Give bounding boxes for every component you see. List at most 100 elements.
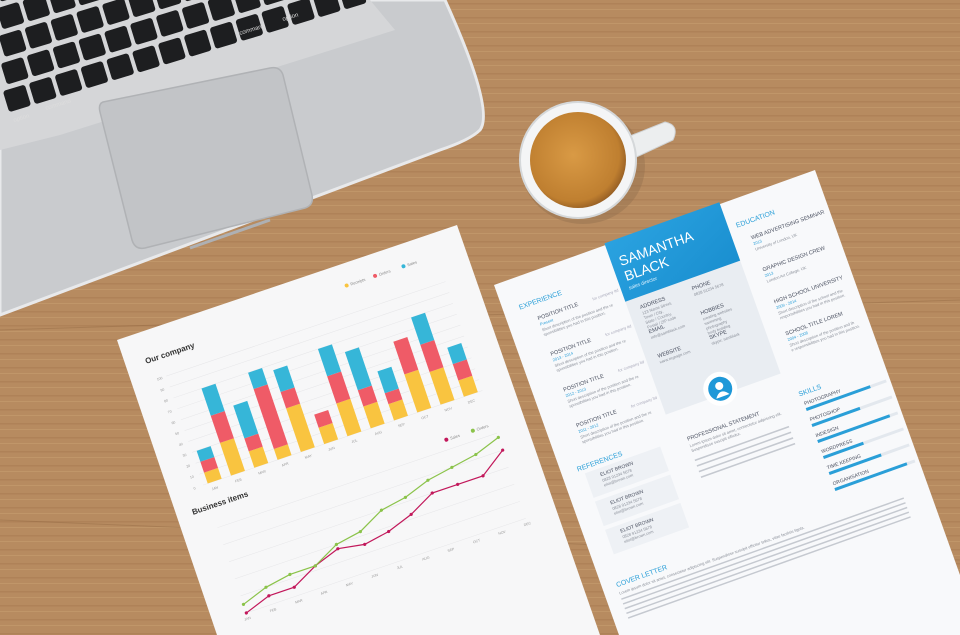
y-tick-label: 80 xyxy=(164,398,169,403)
reference-card xyxy=(584,446,669,498)
bar-orders xyxy=(200,456,218,473)
key xyxy=(102,0,130,25)
key xyxy=(3,85,31,112)
legend-label: Receipts xyxy=(350,277,366,287)
bar-orders xyxy=(384,388,403,405)
contact-value: Town / City, xyxy=(643,309,664,321)
key xyxy=(130,18,158,45)
bar-receipts xyxy=(404,369,432,413)
keyboard-keys xyxy=(0,0,367,112)
bar-receipts xyxy=(363,401,385,429)
gridline xyxy=(180,324,461,420)
point-orders xyxy=(313,564,317,568)
bar-orders xyxy=(210,410,234,443)
gridline xyxy=(188,346,468,442)
key xyxy=(182,2,210,29)
legend-marker xyxy=(373,273,378,278)
statement-text-line xyxy=(700,442,796,479)
gridline xyxy=(191,357,472,453)
bar-sales xyxy=(233,400,259,439)
x-tick-label: JUL xyxy=(351,438,358,444)
cover-text-lines xyxy=(621,425,911,619)
x-tick-label: FEB xyxy=(234,477,242,483)
x-tick-label: JAN xyxy=(211,485,219,491)
skill-level-bar xyxy=(805,385,871,411)
gridline xyxy=(223,449,503,545)
point-orders xyxy=(496,435,500,439)
x-tick-label: DEC xyxy=(523,521,532,527)
key xyxy=(158,37,186,65)
gridline xyxy=(184,335,465,431)
bar-orders xyxy=(314,409,333,428)
gridline xyxy=(169,292,450,388)
x-tick-label: SEP xyxy=(397,422,406,428)
bar-sales xyxy=(411,312,435,345)
point-sales xyxy=(481,474,485,478)
bar-receipts xyxy=(286,403,315,452)
x-tick-label: MAY xyxy=(304,453,313,459)
y-tick-label: 20 xyxy=(186,464,191,469)
skill-level-bar xyxy=(828,453,882,475)
coffee xyxy=(530,112,626,208)
gridline xyxy=(217,432,497,528)
key xyxy=(210,22,238,49)
contact-value: swimming xyxy=(704,315,722,326)
key xyxy=(313,0,341,17)
key xyxy=(48,0,76,13)
statement-text-line xyxy=(698,437,794,473)
bar-sales xyxy=(344,347,372,391)
bar-receipts xyxy=(273,444,292,460)
x-tick-label: MAR xyxy=(295,598,304,604)
y-tick-label: 90 xyxy=(160,388,165,393)
laptop: option command command option xyxy=(0,0,485,317)
key xyxy=(22,0,50,21)
line-sales xyxy=(245,449,504,614)
key xyxy=(287,0,315,25)
point-orders xyxy=(474,452,478,457)
reference-card xyxy=(594,474,680,527)
contact-label: EMAIL xyxy=(648,324,666,335)
bar-receipts xyxy=(458,375,478,397)
bar-receipts xyxy=(388,399,408,421)
bar-receipts xyxy=(429,367,455,405)
x-tick-label: OCT xyxy=(421,414,430,420)
report-paper: Our company 0102030405060708090100JANFEB… xyxy=(144,259,532,622)
y-tick-label: 30 xyxy=(182,453,187,458)
x-tick-label: JUN xyxy=(371,573,379,579)
bar-sales xyxy=(201,383,225,416)
statement-text-line xyxy=(696,431,792,467)
bar-orders xyxy=(244,433,263,452)
contact-label: SKYPE xyxy=(709,329,729,341)
gridline xyxy=(199,379,479,475)
cover-text-line xyxy=(626,511,910,615)
point-sales xyxy=(430,491,434,495)
y-tick-label: 50 xyxy=(175,431,180,436)
cover-text-line xyxy=(622,502,906,605)
point-sales xyxy=(336,547,340,551)
statement-text-line xyxy=(694,425,790,462)
key xyxy=(104,26,132,53)
key xyxy=(207,0,235,21)
key xyxy=(25,22,52,49)
point-orders xyxy=(426,478,430,482)
y-tick-label: 100 xyxy=(156,376,163,382)
key xyxy=(106,53,134,80)
coffee-cup xyxy=(519,101,676,224)
key xyxy=(80,61,108,88)
skill-level-bar xyxy=(811,406,861,427)
cover-text-line xyxy=(624,506,908,610)
key xyxy=(184,29,212,57)
bar-sales xyxy=(273,365,295,393)
bar-orders xyxy=(327,371,351,404)
point-orders xyxy=(450,465,454,469)
point-sales xyxy=(292,585,296,589)
key-label-option-right: option xyxy=(282,12,299,23)
x-tick-label: JAN xyxy=(244,616,252,622)
position-years: Present xyxy=(539,317,555,327)
skill-level-bar xyxy=(822,441,864,459)
x-tick-label: OCT xyxy=(472,538,481,544)
point-orders xyxy=(264,585,268,589)
bar-sales xyxy=(377,366,399,394)
point-sales xyxy=(387,529,391,534)
